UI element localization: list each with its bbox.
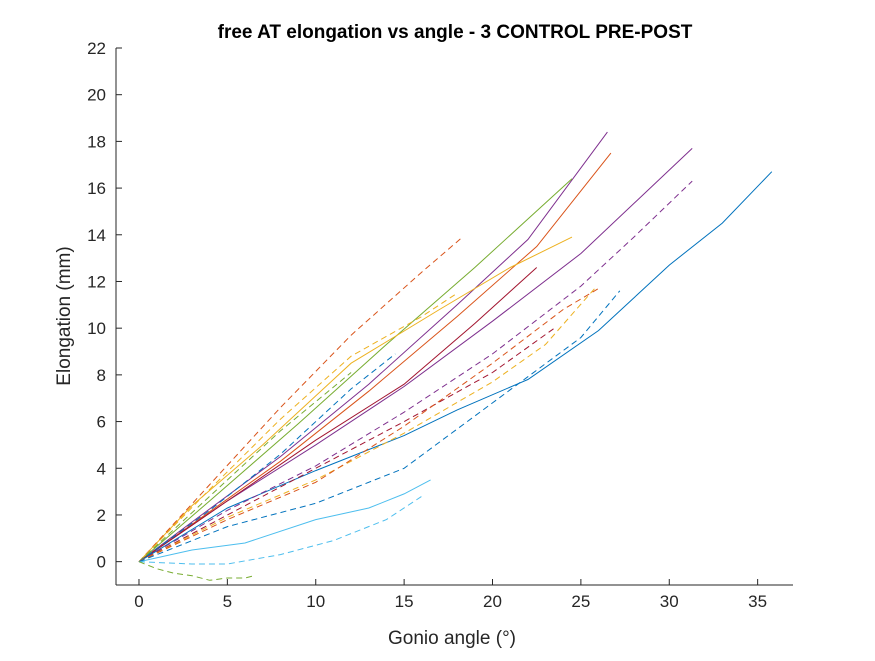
x-tick-label: 0 — [134, 592, 143, 611]
x-axis-label: Gonio angle (°) — [388, 628, 516, 649]
y-tick-label: 18 — [87, 132, 106, 151]
y-tick-label: 0 — [97, 553, 106, 572]
series-line-10 — [138, 292, 458, 563]
y-tick-label: 14 — [87, 226, 106, 245]
series-line-16 — [138, 288, 599, 563]
y-tick-label: 10 — [87, 319, 106, 338]
series-line-15 — [138, 285, 598, 563]
y-tick-label: 16 — [87, 179, 106, 198]
x-tick-label: 5 — [223, 592, 232, 611]
series-line-14 — [138, 327, 555, 563]
axes: 0 5 10 15 20 25 30 35 0 2 4 6 8 10 12 14 16 18 20 22 — [87, 39, 793, 611]
y-tick-label: 22 — [87, 39, 106, 58]
y-axis-label: Elongation (mm) — [54, 246, 75, 385]
series-line-9 — [138, 236, 463, 563]
x-tick-label: 35 — [748, 592, 767, 611]
series-line-6 — [138, 267, 538, 563]
series-line-3 — [138, 178, 573, 563]
x-tick-label: 25 — [571, 592, 590, 611]
series-line-1 — [138, 131, 608, 563]
series-line-13 — [138, 180, 693, 563]
series-line-17 — [138, 290, 621, 563]
y-tick-label: 12 — [87, 272, 106, 291]
series-line-19 — [138, 561, 255, 581]
x-tick-label: 10 — [306, 592, 325, 611]
series-line-18 — [138, 495, 423, 565]
x-tick-label: 30 — [660, 592, 679, 611]
y-tick-label: 4 — [97, 459, 106, 478]
series-line-8 — [138, 479, 431, 563]
series-line-2 — [138, 152, 612, 563]
x-tick-label: 20 — [483, 592, 502, 611]
y-tick-label: 20 — [87, 86, 106, 105]
chart-title: free AT elongation vs angle - 3 CONTROL … — [218, 22, 693, 43]
series-line-11 — [138, 372, 352, 563]
series-line-7 — [138, 171, 773, 563]
series-line-12 — [138, 353, 396, 563]
y-tick-label: 2 — [97, 506, 106, 525]
series-line-4 — [138, 236, 573, 563]
x-tick-label: 15 — [395, 592, 414, 611]
y-tick-label: 6 — [97, 413, 106, 432]
plot-area — [138, 131, 773, 581]
y-tick-label: 8 — [97, 366, 106, 385]
